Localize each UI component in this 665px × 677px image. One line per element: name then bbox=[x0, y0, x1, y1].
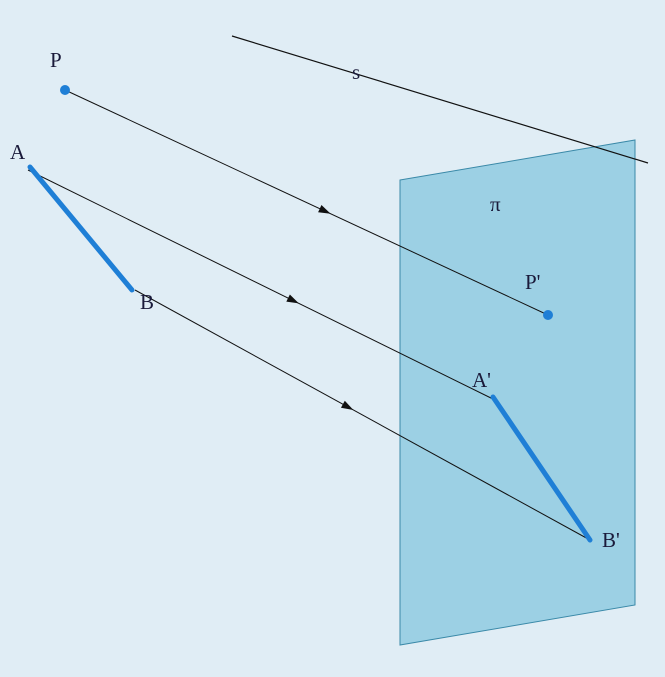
label-Ap: A' bbox=[472, 368, 491, 393]
projection-diagram bbox=[0, 0, 665, 677]
label-pi: π bbox=[490, 192, 501, 217]
label-s: s bbox=[352, 60, 360, 85]
diagram-canvas: P A B s π P' A' B' bbox=[0, 0, 665, 677]
label-P: P bbox=[50, 48, 62, 73]
label-Bp: B' bbox=[602, 528, 620, 553]
label-A: A bbox=[10, 140, 25, 165]
label-Pp: P' bbox=[525, 270, 540, 295]
label-B: B bbox=[140, 290, 154, 315]
